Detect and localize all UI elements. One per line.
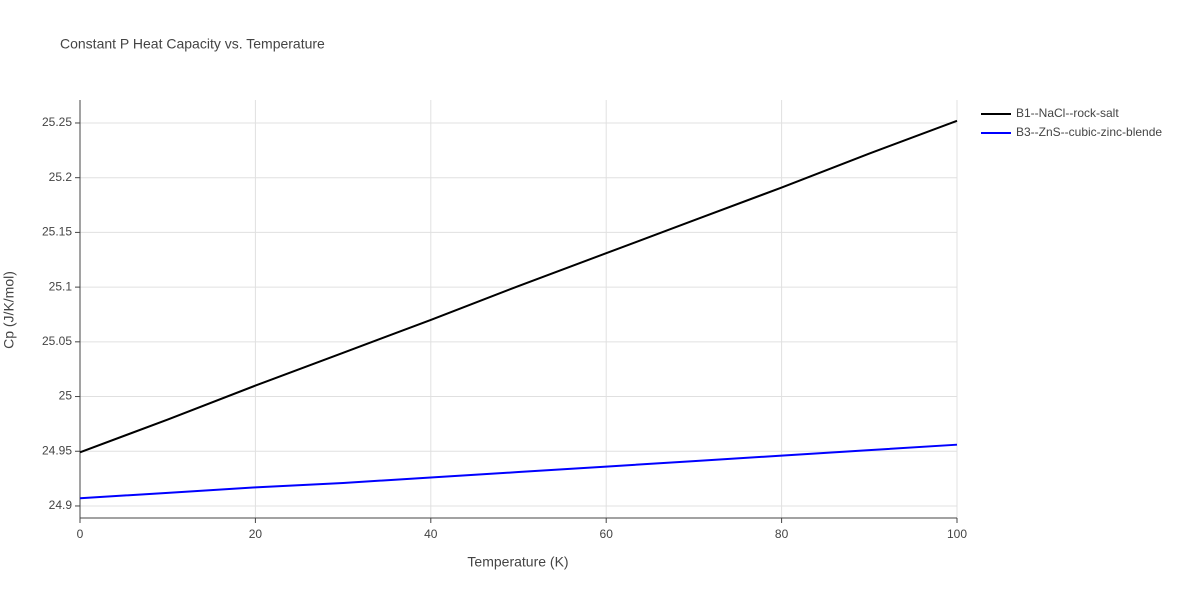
y-tick-label: 25.1 [49, 279, 73, 293]
x-tick-label: 100 [947, 527, 967, 541]
y-tick-label: 25.05 [42, 334, 72, 348]
y-tick-label: 25 [59, 389, 73, 403]
x-tick-label: 20 [249, 527, 263, 541]
chart-title: Constant P Heat Capacity vs. Temperature [60, 36, 325, 52]
data-line [79, 119, 958, 454]
y-axis-title: Cp (J/K/mol) [1, 271, 17, 349]
y-tick-label: 25.15 [42, 225, 72, 239]
y-tick-label: 25.25 [42, 115, 72, 129]
legend-label: B3--ZnS--cubic-zinc-blende [1016, 125, 1162, 139]
x-tick-label: 40 [424, 527, 438, 541]
x-axis-title: Temperature (K) [467, 554, 568, 570]
legend-label: B1--NaCl--rock-salt [1016, 106, 1119, 120]
data-line [79, 443, 958, 500]
y-tick-label: 25.2 [49, 170, 73, 184]
y-tick-label: 24.9 [49, 498, 73, 512]
y-tick-label: 24.95 [42, 443, 72, 457]
x-tick-label: 80 [775, 527, 789, 541]
x-tick-label: 60 [600, 527, 614, 541]
x-tick-label: 0 [77, 527, 84, 541]
